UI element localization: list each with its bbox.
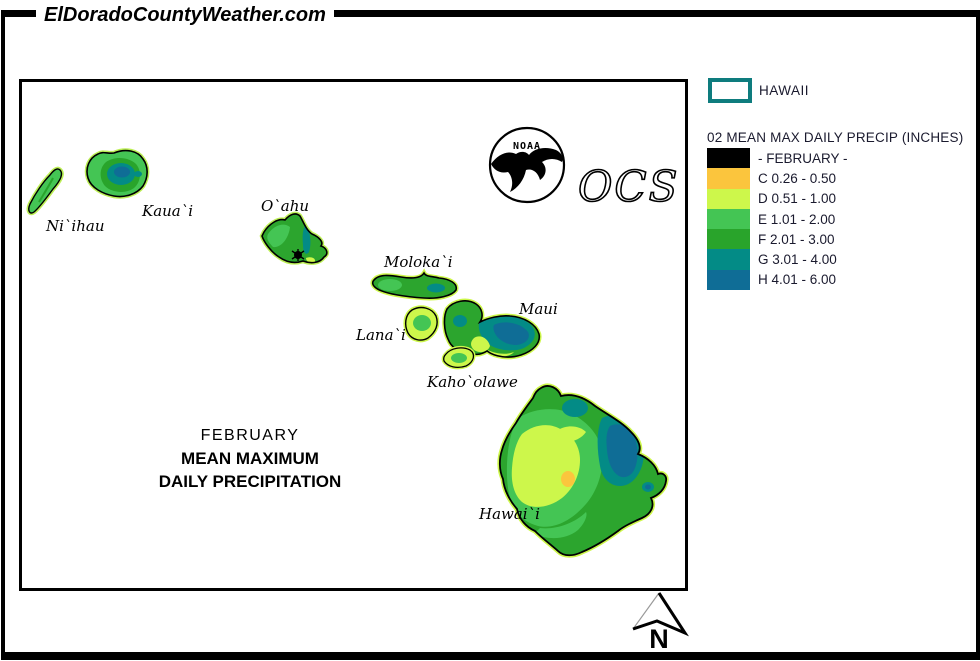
legend-rows: - FEBRUARY - C 0.26 - 0.50 D 0.51 - 1.00… — [707, 148, 848, 291]
label-lanai: Lana`i — [356, 326, 406, 344]
legend-entry-label: E 1.01 - 2.00 — [758, 211, 836, 227]
map-title-line2: MEAN MAXIMUM — [181, 449, 319, 468]
island-lanai — [403, 305, 440, 343]
north-label: N — [649, 624, 669, 652]
legend-swatch — [707, 188, 750, 209]
map-title: FEBRUARY MEAN MAXIMUM DAILY PRECIPITATIO… — [128, 425, 372, 493]
north-arrow: N — [632, 592, 689, 652]
legend-entry-label: G 3.01 - 4.00 — [758, 252, 837, 268]
island-kahoolawe — [441, 345, 476, 370]
label-kahoolawe: Kaho`olawe — [427, 373, 518, 391]
legend-entry-label: D 0.51 - 1.00 — [758, 191, 837, 207]
legend-entry-label: H 4.01 - 6.00 — [758, 272, 837, 288]
noaa-logo-text: NOAA — [513, 141, 541, 152]
legend-row: D 0.51 - 1.00 — [707, 188, 848, 209]
legend-swatch — [707, 168, 750, 189]
map-title-month: FEBRUARY — [200, 427, 300, 444]
legend-row: H 4.01 - 6.00 — [707, 269, 848, 291]
island-niihau — [26, 166, 64, 216]
island-kauai — [84, 148, 150, 199]
label-niihau: Ni`ihau — [46, 217, 105, 235]
legend-row: F 2.01 - 3.00 — [707, 229, 848, 250]
ocs-logo-text: OCS — [578, 162, 679, 211]
legend-swatch — [707, 208, 750, 230]
legend-swatch — [707, 229, 750, 250]
legend-swatch — [707, 148, 750, 169]
north-arrow-shape — [633, 593, 685, 633]
label-molokai: Moloka`i — [384, 253, 453, 271]
noaa-logo: NOAA — [488, 126, 566, 204]
legend-row: E 1.01 - 2.00 — [707, 208, 848, 230]
region-outline-swatch — [708, 78, 752, 103]
region-label: HAWAII — [759, 83, 809, 98]
legend-row: C 0.26 - 0.50 — [707, 168, 848, 189]
legend-entry-label: F 2.01 - 3.00 — [758, 231, 835, 247]
hawaii-islands-map: NOAA OCS — [26, 126, 679, 558]
label-oahu: O`ahu — [261, 197, 310, 215]
island-hawaii — [497, 383, 669, 558]
legend-entry-label: - FEBRUARY - — [758, 150, 848, 166]
label-maui: Maui — [519, 300, 558, 318]
island-oahu — [259, 211, 330, 265]
legend-entry-label: C 0.26 - 0.50 — [758, 170, 837, 186]
noaa-bird-icon — [491, 147, 563, 192]
legend-row: G 3.01 - 4.00 — [707, 249, 848, 270]
legend-swatch — [707, 249, 750, 270]
map-title-line3: DAILY PRECIPITATION — [158, 472, 342, 491]
site-title: ElDoradoCountyWeather.com — [36, 1, 334, 29]
island-molokai — [370, 268, 459, 301]
legend-title: 02 MEAN MAX DAILY PRECIP (INCHES) — [707, 130, 964, 145]
label-hawaii: Hawai`i — [479, 505, 540, 523]
label-kauai: Kaua`i — [142, 202, 194, 220]
legend-swatch — [707, 269, 750, 291]
legend-row: - FEBRUARY - — [707, 148, 848, 169]
